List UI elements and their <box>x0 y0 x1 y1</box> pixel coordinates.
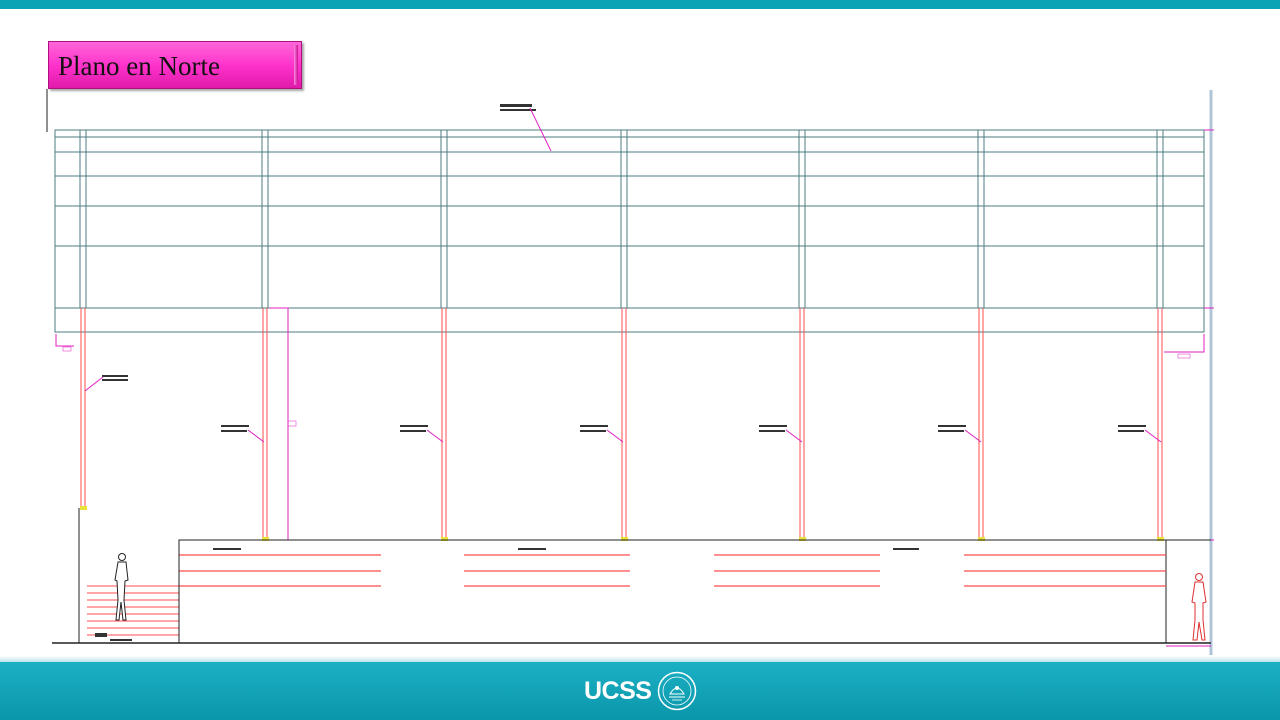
stairs <box>87 585 179 636</box>
university-logo: UCSS <box>584 671 697 711</box>
grandstand <box>78 508 1211 644</box>
slide-title: Plano en Norte <box>48 41 302 89</box>
bench-rows <box>179 554 1166 587</box>
logo-text: UCSS <box>584 676 652 705</box>
roof-annotation <box>500 104 552 152</box>
scale-figure-right <box>1191 573 1207 641</box>
university-seal-icon <box>658 671 697 711</box>
column-bases <box>80 506 1164 541</box>
columns <box>80 308 1163 538</box>
roof-posts <box>79 130 1164 308</box>
scale-figure-left <box>114 553 129 621</box>
footer-bar <box>0 656 1280 720</box>
roof-truss <box>54 129 1205 333</box>
column-annotations <box>84 375 1162 443</box>
top-accent-bar <box>0 0 1280 9</box>
